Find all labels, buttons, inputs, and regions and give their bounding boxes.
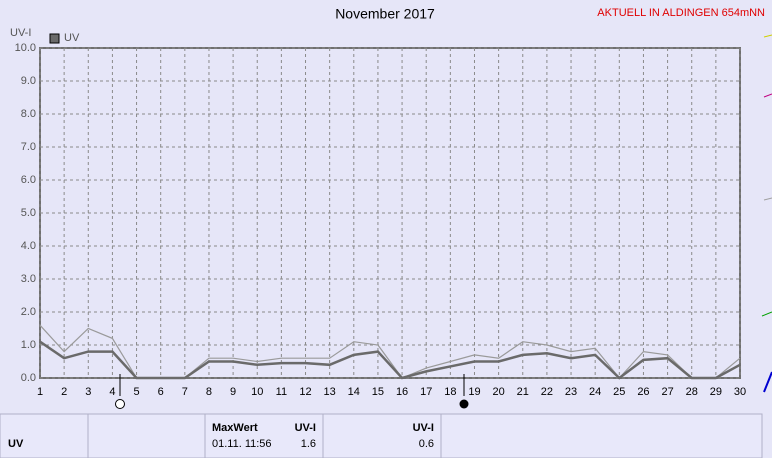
- x-tick-label: 24: [589, 386, 601, 398]
- x-tick-label: 19: [468, 386, 480, 398]
- y-tick-label: 10.0: [15, 42, 36, 54]
- legend-label: UV: [64, 32, 80, 44]
- summary-table: UV MaxWert UV-I 01.11. 11:56 1.6 UV-I 0.…: [0, 413, 763, 458]
- chart-title: November 2017: [335, 6, 435, 22]
- y-tick-label: 9.0: [21, 75, 36, 87]
- x-tick-label: 9: [230, 386, 236, 398]
- y-tick-label: 0.0: [21, 372, 36, 384]
- x-tick-label: 23: [565, 386, 577, 398]
- x-tick-label: 29: [710, 386, 722, 398]
- x-tick-label: 13: [324, 386, 336, 398]
- x-tick-label: 28: [686, 386, 698, 398]
- y-tick-label: 3.0: [21, 273, 36, 285]
- x-tick-label: 7: [182, 386, 188, 398]
- x-tick-label: 5: [133, 386, 139, 398]
- y-tick-label: 2.0: [21, 306, 36, 318]
- x-tick-label: 27: [661, 386, 673, 398]
- x-tick-label: 25: [613, 386, 625, 398]
- x-tick-label: 3: [85, 386, 91, 398]
- max-time: 01.11. 11:56: [212, 438, 272, 450]
- x-tick-label: 16: [396, 386, 408, 398]
- x-tick-label: 10: [251, 386, 263, 398]
- x-tick-label: 8: [206, 386, 212, 398]
- x-tick-label: 4: [109, 386, 115, 398]
- y-tick-label: 1.0: [21, 339, 36, 351]
- x-tick-label: 12: [299, 386, 311, 398]
- row-label: UV: [8, 438, 24, 450]
- x-tick-label: 11: [276, 386, 287, 398]
- x-tick-label: 21: [517, 386, 529, 398]
- x-tick-label: 2: [61, 386, 67, 398]
- current-unit: UV-I: [413, 422, 434, 434]
- y-tick-label: 4.0: [21, 240, 36, 252]
- max-value: 1.6: [301, 438, 316, 450]
- y-tick-label: 7.0: [21, 141, 36, 153]
- new-moon-icon: [459, 399, 469, 409]
- x-tick-label: 18: [444, 386, 456, 398]
- x-tick-label: 15: [372, 386, 384, 398]
- current-value: 0.6: [419, 438, 434, 450]
- x-tick-label: 22: [541, 386, 553, 398]
- right-edge-decor: [761, 34, 772, 393]
- x-tick-label: 26: [637, 386, 649, 398]
- x-tick-label: 17: [420, 386, 432, 398]
- y-axis-label: UV-I: [10, 27, 31, 39]
- x-tick-label: 1: [37, 386, 43, 398]
- x-tick-label: 20: [492, 386, 504, 398]
- chart-subtitle: AKTUELL IN ALDINGEN 654mNN: [597, 7, 765, 19]
- max-unit: UV-I: [295, 422, 316, 434]
- series-line: [39, 340, 741, 380]
- x-tick-label: 30: [734, 386, 746, 398]
- y-tick-label: 5.0: [21, 207, 36, 219]
- y-tick-label: 6.0: [21, 174, 36, 186]
- legend-swatch: [49, 33, 60, 44]
- max-header: MaxWert: [212, 422, 258, 434]
- x-tick-label: 14: [348, 386, 360, 398]
- x-tick-label: 6: [158, 386, 164, 398]
- y-tick-label: 8.0: [21, 108, 36, 120]
- full-moon-icon: [115, 399, 125, 409]
